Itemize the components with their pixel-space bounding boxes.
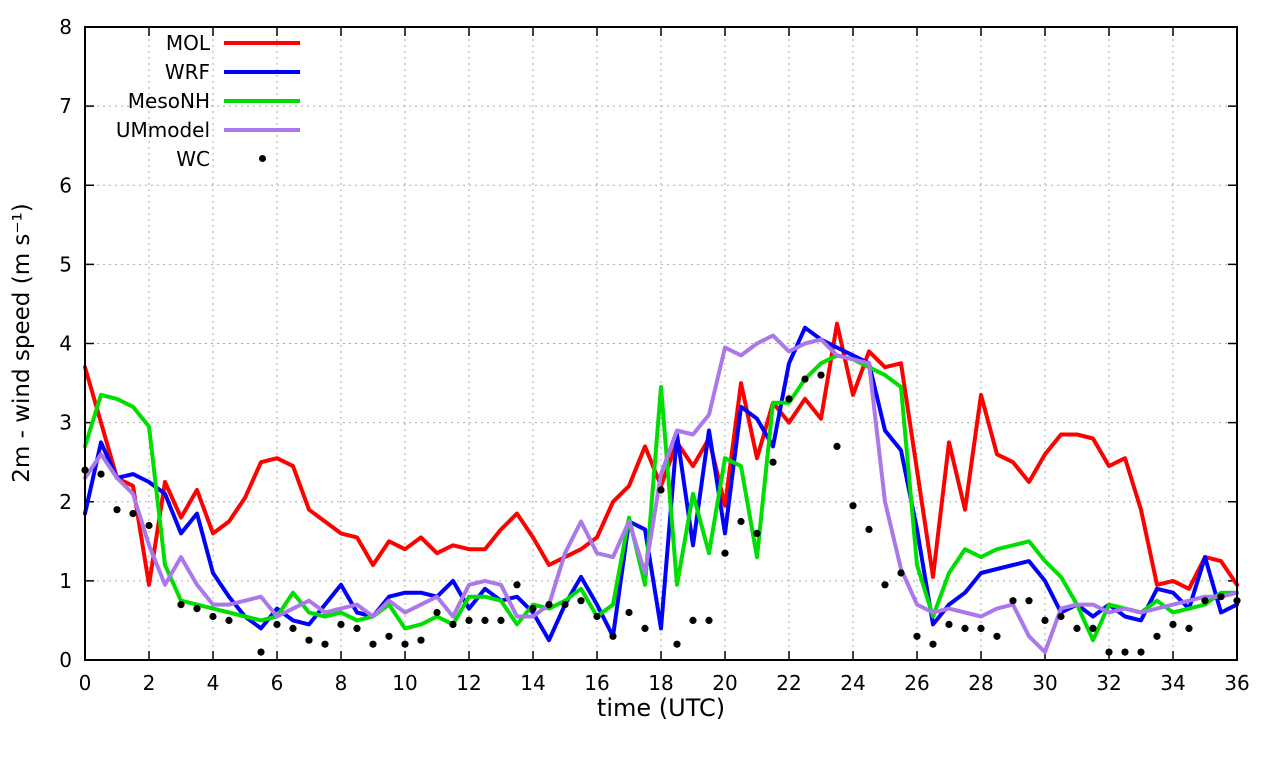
svg-text:6: 6: [59, 173, 72, 197]
legend-item-mol: MOL: [92, 28, 300, 57]
svg-text:18: 18: [648, 671, 673, 695]
legend-item-mesonh: MesoNH: [92, 86, 300, 115]
legend-item-wc: WC: [92, 144, 300, 173]
svg-text:24: 24: [840, 671, 865, 695]
legend-label-wrf: WRF: [164, 59, 210, 84]
svg-text:26: 26: [904, 671, 929, 695]
svg-text:4: 4: [59, 332, 72, 356]
svg-text:28: 28: [968, 671, 993, 695]
legend-item-wrf: WRF: [92, 57, 300, 86]
svg-text:20: 20: [712, 671, 737, 695]
legend-swatch-mol: [224, 40, 300, 45]
legend-swatch-ummodel: [224, 127, 300, 132]
svg-text:32: 32: [1096, 671, 1121, 695]
legend-label-ummodel: UMmodel: [115, 117, 210, 142]
legend-item-ummodel: UMmodel: [92, 115, 300, 144]
chart-legend: MOL WRF MesoNH UMmodel WC: [92, 28, 300, 173]
y-axis-label: 2m - wind speed (m s⁻¹): [9, 203, 35, 483]
svg-text:0: 0: [59, 648, 72, 672]
svg-text:7: 7: [59, 94, 72, 118]
svg-text:22: 22: [776, 671, 801, 695]
svg-text:5: 5: [59, 252, 72, 276]
legend-label-wc: WC: [176, 146, 210, 171]
x-axis-label: time (UTC): [596, 694, 726, 722]
svg-text:1: 1: [59, 569, 72, 593]
svg-text:6: 6: [271, 671, 284, 695]
svg-text:10: 10: [392, 671, 417, 695]
svg-text:16: 16: [584, 671, 609, 695]
svg-text:30: 30: [1032, 671, 1057, 695]
svg-text:4: 4: [207, 671, 220, 695]
svg-text:14: 14: [520, 671, 545, 695]
svg-text:12: 12: [456, 671, 481, 695]
svg-text:8: 8: [59, 15, 72, 39]
legend-swatch-mesonh: [224, 98, 300, 103]
svg-text:2: 2: [143, 671, 156, 695]
legend-swatch-wrf: [224, 69, 300, 74]
svg-text:0: 0: [79, 671, 92, 695]
legend-swatch-wc: [224, 155, 300, 162]
svg-text:2: 2: [59, 490, 72, 514]
svg-text:3: 3: [59, 411, 72, 435]
svg-text:36: 36: [1224, 671, 1249, 695]
legend-label-mesonh: MesoNH: [127, 88, 210, 113]
svg-text:8: 8: [335, 671, 348, 695]
svg-text:34: 34: [1160, 671, 1185, 695]
legend-label-mol: MOL: [165, 30, 210, 55]
